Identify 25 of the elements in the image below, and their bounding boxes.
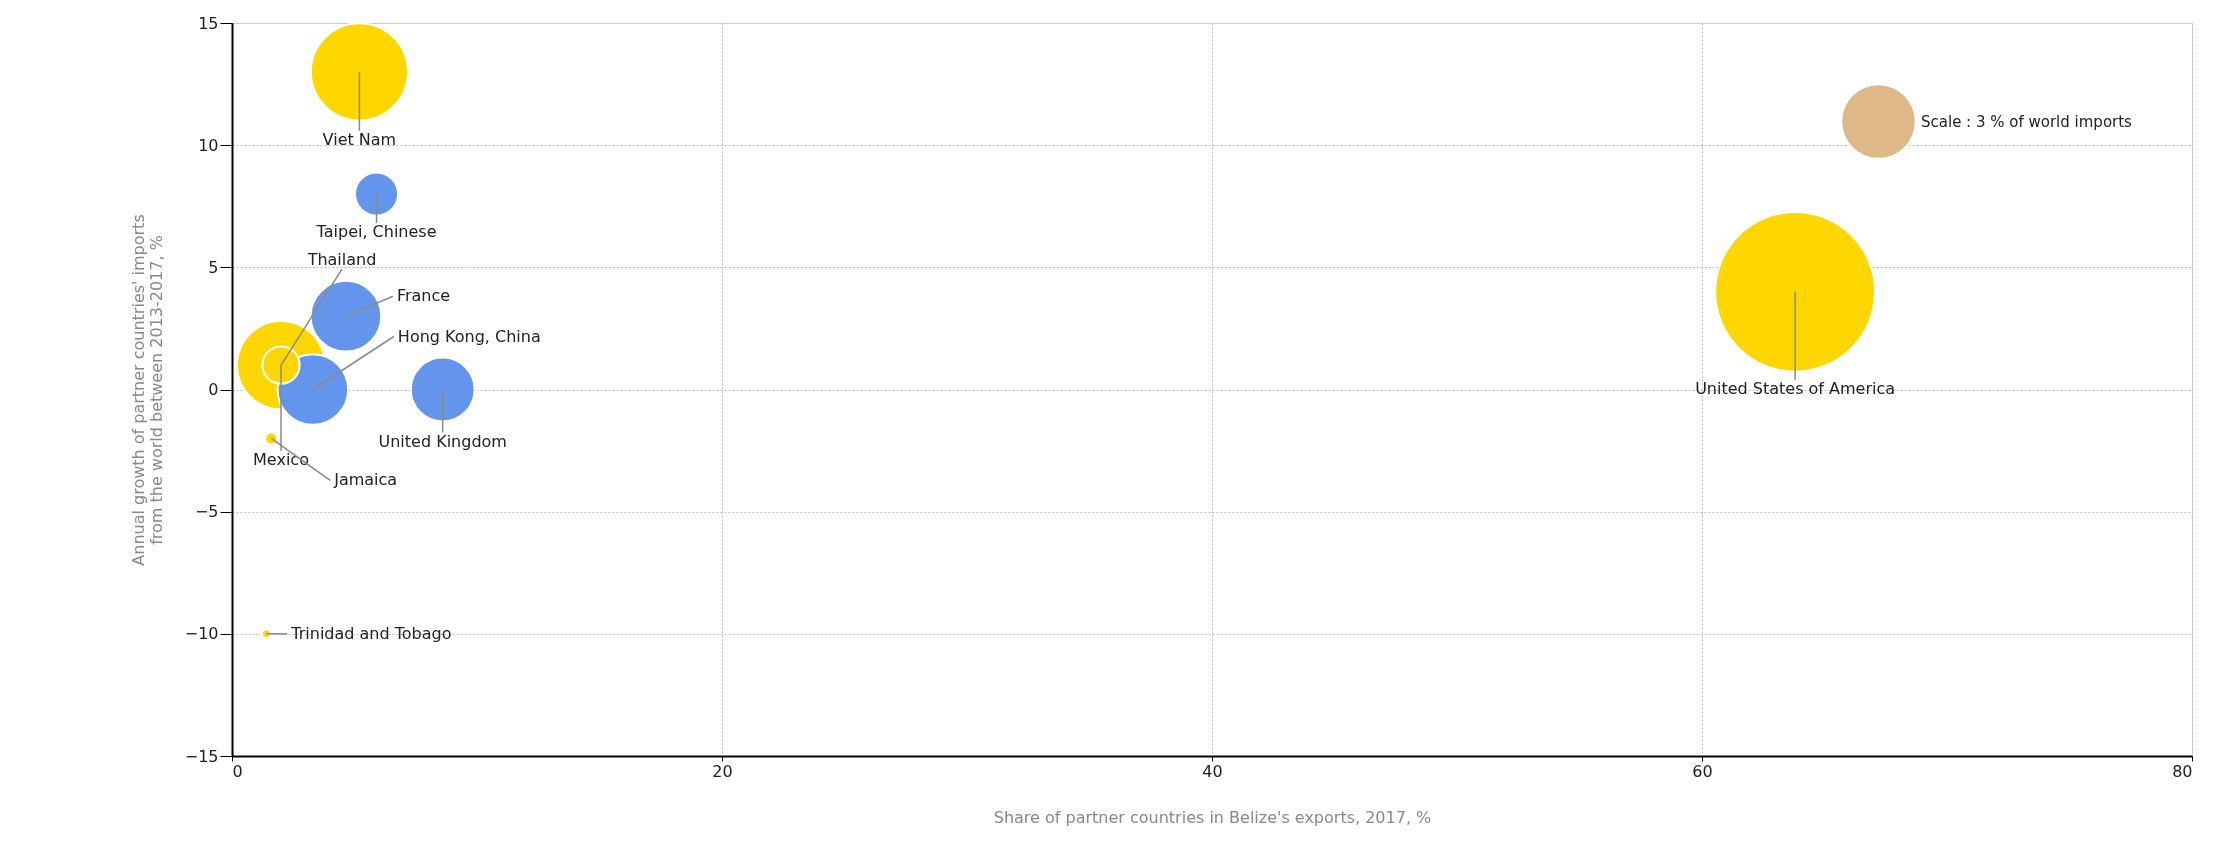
legend-label: Scale : 3 % of world imports (1921, 112, 2133, 131)
x-tick-label: 20 (712, 761, 733, 781)
series-label: United Kingdom (378, 431, 507, 451)
y-tick-label: 15 (198, 13, 219, 33)
text: Hong Kong, China (397, 326, 541, 346)
y-axis-title: Annual growth of partner countries' imports from the world between 2013-2017, % (128, 214, 166, 566)
series-label: France (396, 286, 451, 306)
x-tick-label: 40 (1202, 761, 1223, 781)
series-label: Taipei, Chinese (315, 222, 437, 242)
series-label: Viet Nam (322, 129, 397, 149)
series-label: United States of America (1695, 378, 1896, 398)
series-label: Trinidad and Tobago (290, 623, 452, 643)
x-tick-label: 80 (2172, 761, 2193, 781)
x-tick-label: 0 (232, 761, 243, 781)
text: Mexico (253, 450, 309, 470)
text: Jamaica (333, 470, 398, 490)
y-tick-label: 5 (208, 257, 219, 277)
x-tick-label: 60 (1692, 761, 1713, 781)
x-axis-title: Share of partner countries in Belize's exports, 2017, % (993, 807, 1432, 827)
y-tick-label: −15 (184, 746, 219, 766)
y-tick-label: 0 (208, 380, 219, 399)
y-tick-label: −10 (184, 624, 219, 644)
y-tick-label: 10 (198, 135, 219, 155)
text: Thailand (306, 250, 377, 270)
y-tick-label: −5 (194, 502, 219, 522)
